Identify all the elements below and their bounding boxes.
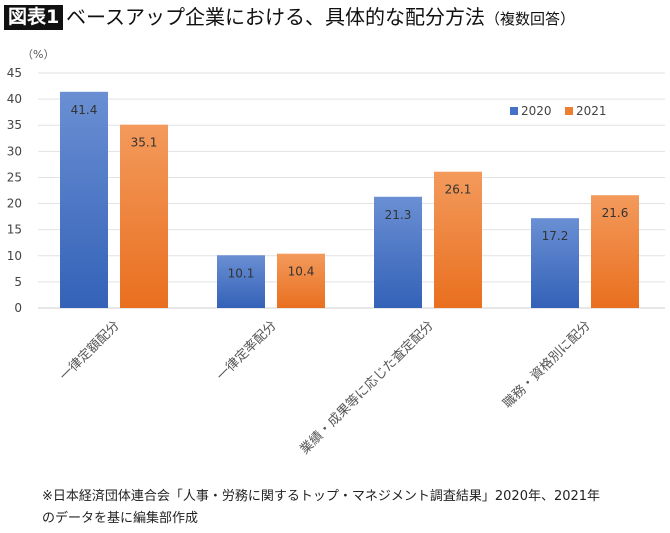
data-label: 41.4	[71, 103, 98, 117]
y-tick-label: 20	[7, 197, 22, 211]
y-tick-label: 25	[7, 170, 22, 184]
data-label: 10.1	[228, 266, 255, 280]
bar-2020	[531, 218, 579, 308]
bar-2020	[374, 196, 422, 308]
title-note: （複数回答）	[485, 10, 576, 28]
footnote-line-1: ※日本経済団体連合会「人事・労務に関するトップ・マネジメント調査結果」2020年…	[42, 489, 601, 504]
x-tick-label: 一律定率配分	[213, 318, 279, 384]
y-tick-label: 45	[7, 66, 22, 80]
figure-badge: 図表1	[4, 5, 64, 30]
bar-2020	[217, 255, 265, 308]
bar-2021	[120, 124, 168, 308]
data-label: 21.3	[385, 208, 412, 222]
y-tick-label: 0	[14, 301, 22, 315]
data-label: 35.1	[131, 136, 158, 150]
y-tick-label: 30	[7, 144, 22, 158]
y-tick-label: 15	[7, 223, 22, 237]
data-label: 10.4	[288, 265, 315, 279]
chart-title: ベースアップ企業における、具体的な配分方法（複数回答）	[66, 4, 575, 33]
legend-swatch-2020	[510, 107, 518, 115]
legend-swatch-2021	[565, 107, 573, 115]
y-axis-unit: （%）	[22, 48, 54, 61]
data-label: 21.6	[602, 206, 629, 220]
x-tick-label: 一律定額配分	[57, 318, 123, 384]
data-label: 17.2	[542, 229, 569, 243]
y-tick-label: 10	[7, 249, 22, 263]
title-main: ベースアップ企業における、具体的な配分方法	[66, 5, 485, 29]
data-label: 26.1	[445, 183, 472, 197]
x-tick-label: 職務・資格別に配分	[500, 318, 594, 412]
bar-2021	[277, 253, 325, 308]
bar-2021	[591, 195, 639, 308]
bar-chart: （%） 0 5 10 15 20 25 30 35 40 45 41.4 35.1 10.1 10.4 21…	[7, 48, 665, 458]
bar-2020	[60, 91, 108, 308]
y-tick-label: 5	[14, 275, 22, 289]
y-tick-label: 40	[7, 92, 22, 106]
bar-2021	[434, 171, 482, 308]
footnote-line-2: のデータを基に編集部作成	[42, 511, 199, 526]
y-tick-label: 35	[7, 118, 22, 132]
x-tick-label: 業績・成果等に応じた査定配分	[297, 318, 437, 458]
footnote: ※日本経済団体連合会「人事・労務に関するトップ・マネジメント調査結果」2020年…	[42, 486, 662, 530]
legend-label: 2021	[576, 104, 607, 118]
legend-label: 2020	[521, 104, 552, 118]
